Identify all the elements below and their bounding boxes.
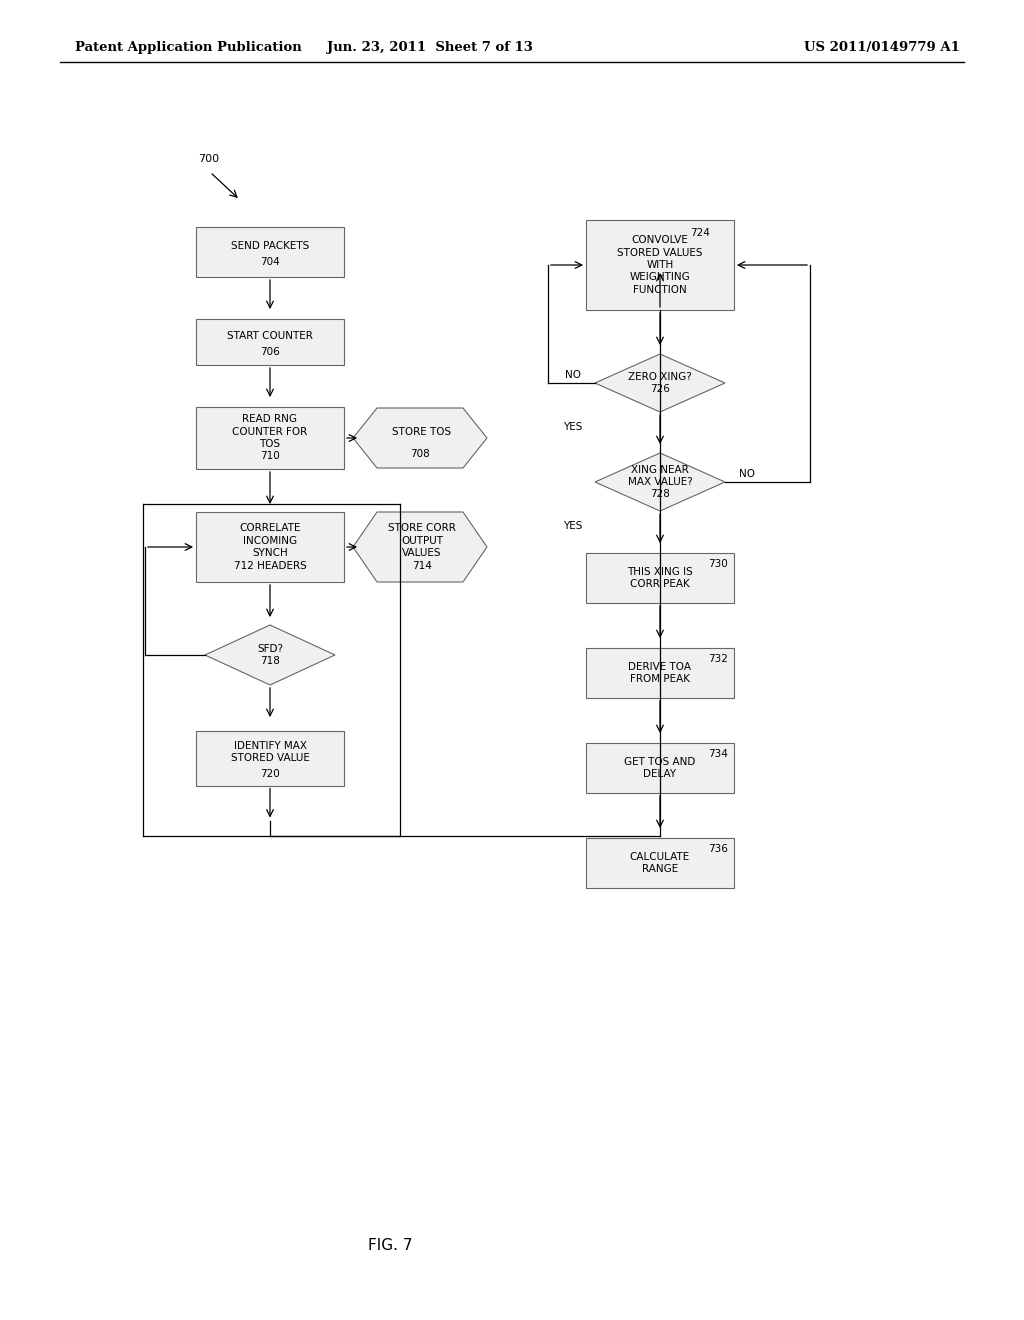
Bar [196,512,344,582]
Text: 706: 706 [260,347,280,356]
Bar [586,220,734,310]
Text: 710: 710 [260,451,280,461]
Bar [196,227,344,277]
Text: START COUNTER: START COUNTER [227,331,313,354]
Text: READ RNG
COUNTER FOR
TOS: READ RNG COUNTER FOR TOS [232,414,307,462]
Text: STORE TOS: STORE TOS [392,426,452,449]
Text: 720: 720 [260,770,280,779]
Text: XING NEAR
MAX VALUE?
728: XING NEAR MAX VALUE? 728 [628,465,692,499]
Text: DERIVE TOA
FROM PEAK: DERIVE TOA FROM PEAK [629,661,691,684]
Polygon shape [353,512,487,582]
Bar [586,743,734,793]
Text: ZERO XING?
726: ZERO XING? 726 [628,372,692,395]
Bar [196,319,344,366]
Text: 730: 730 [709,558,728,569]
Text: YES: YES [563,521,583,531]
Text: CALCULATE
RANGE: CALCULATE RANGE [630,851,690,874]
Text: 732: 732 [709,653,728,664]
Bar [586,553,734,603]
Bar [586,838,734,888]
Polygon shape [595,354,725,412]
Text: YES: YES [563,422,583,432]
Text: 708: 708 [411,449,430,459]
Text: SFD?
718: SFD? 718 [257,644,283,667]
Text: NO: NO [739,469,755,479]
Text: Jun. 23, 2011  Sheet 7 of 13: Jun. 23, 2011 Sheet 7 of 13 [327,41,532,54]
Bar [586,648,734,698]
Polygon shape [205,624,335,685]
Bar [196,730,344,785]
Text: CORRELATE
INCOMING
SYNCH
712 HEADERS: CORRELATE INCOMING SYNCH 712 HEADERS [233,524,306,570]
Text: FIG. 7: FIG. 7 [368,1238,413,1253]
Text: US 2011/0149779 A1: US 2011/0149779 A1 [804,41,961,54]
Text: Patent Application Publication: Patent Application Publication [75,41,302,54]
Text: 700: 700 [198,154,219,164]
Text: 734: 734 [709,748,728,759]
Text: THIS XING IS
CORR PEAK: THIS XING IS CORR PEAK [627,566,693,589]
Text: SEND PACKETS: SEND PACKETS [230,240,309,263]
Polygon shape [595,453,725,511]
Text: NO: NO [565,370,581,380]
Text: 704: 704 [260,257,280,267]
Text: CONVOLVE
STORED VALUES
WITH
WEIGHTING
FUNCTION: CONVOLVE STORED VALUES WITH WEIGHTING FU… [617,235,702,294]
Text: STORE CORR
OUTPUT
VALUES
714: STORE CORR OUTPUT VALUES 714 [388,524,456,570]
Text: IDENTIFY MAX
STORED VALUE: IDENTIFY MAX STORED VALUE [230,741,309,775]
Polygon shape [353,408,487,469]
Text: GET TOS AND
DELAY: GET TOS AND DELAY [625,756,695,779]
Text: 724: 724 [690,228,710,238]
Text: 736: 736 [709,843,728,854]
Bar [196,407,344,469]
